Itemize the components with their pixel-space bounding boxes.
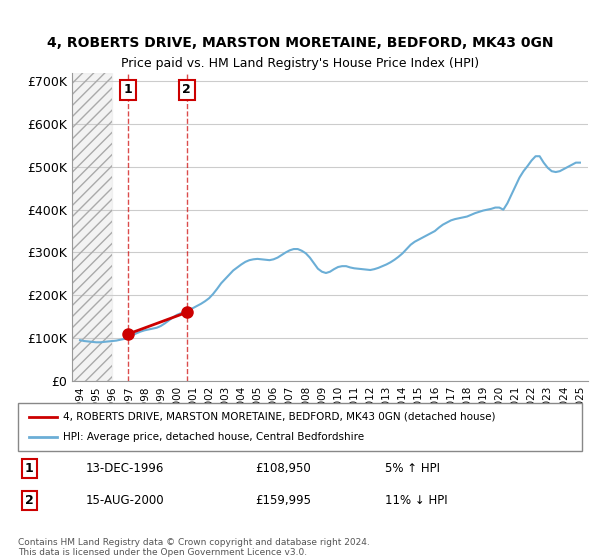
Text: 5% ↑ HPI: 5% ↑ HPI: [385, 462, 440, 475]
Text: Contains HM Land Registry data © Crown copyright and database right 2024.
This d: Contains HM Land Registry data © Crown c…: [18, 538, 370, 557]
Text: 2: 2: [182, 83, 191, 96]
Text: 13-DEC-1996: 13-DEC-1996: [86, 462, 164, 475]
Text: 4, ROBERTS DRIVE, MARSTON MORETAINE, BEDFORD, MK43 0GN: 4, ROBERTS DRIVE, MARSTON MORETAINE, BED…: [47, 36, 553, 50]
Text: £159,995: £159,995: [255, 494, 311, 507]
Text: 1: 1: [25, 462, 34, 475]
Text: 2: 2: [25, 494, 34, 507]
Bar: [72, 73, 112, 381]
Text: 1: 1: [123, 83, 132, 96]
Text: 4, ROBERTS DRIVE, MARSTON MORETAINE, BEDFORD, MK43 0GN (detached house): 4, ROBERTS DRIVE, MARSTON MORETAINE, BED…: [63, 412, 496, 422]
Text: HPI: Average price, detached house, Central Bedfordshire: HPI: Average price, detached house, Cent…: [63, 432, 364, 442]
Text: 15-AUG-2000: 15-AUG-2000: [86, 494, 164, 507]
Text: Price paid vs. HM Land Registry's House Price Index (HPI): Price paid vs. HM Land Registry's House …: [121, 57, 479, 70]
Bar: [72, 73, 112, 381]
Text: £108,950: £108,950: [255, 462, 311, 475]
FancyBboxPatch shape: [18, 403, 582, 451]
Text: 11% ↓ HPI: 11% ↓ HPI: [385, 494, 447, 507]
